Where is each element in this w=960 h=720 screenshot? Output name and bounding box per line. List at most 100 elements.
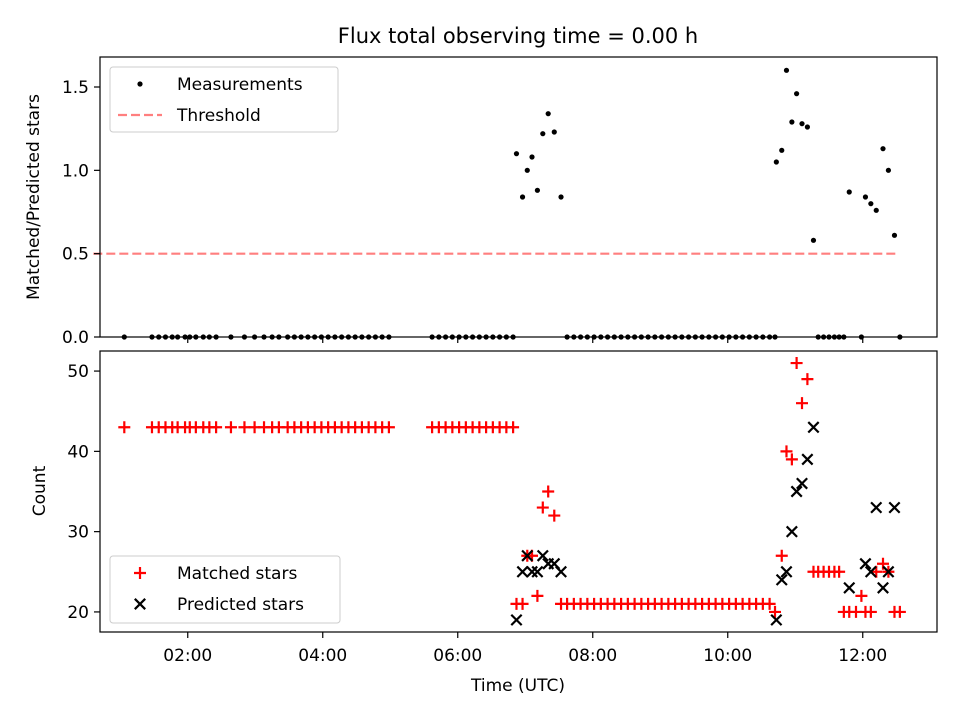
predicted-stars-point — [859, 557, 872, 570]
predicted-stars-point — [775, 573, 788, 586]
measurements-point — [513, 151, 520, 157]
predicted-stars-point — [785, 525, 798, 538]
bottom-marks — [118, 357, 906, 626]
measurements-point — [519, 194, 526, 200]
chart-title: Flux total observing time = 0.00 h — [338, 24, 698, 48]
matched-stars-point — [536, 501, 549, 514]
x-tick-label: 06:00 — [433, 646, 482, 666]
predicted-stars-point — [521, 549, 534, 562]
top-y-ticks: 0.0 0.5 1.0 1.5 — [62, 78, 100, 348]
top-y-axis-label: Matched/Predicted stars — [24, 94, 44, 300]
measurements-point — [783, 67, 790, 73]
predicted-stars-point — [870, 501, 883, 514]
predicted-stars-point — [790, 485, 803, 498]
matched-stars-point — [775, 549, 788, 562]
matched-stars-point — [224, 421, 237, 434]
measurements-point — [804, 124, 811, 130]
measurements-point — [873, 207, 879, 213]
legend-swatch — [134, 598, 146, 610]
matched-stars-point — [118, 421, 131, 434]
x-tick-label: 10:00 — [703, 646, 752, 666]
measurements-point — [551, 129, 557, 135]
matched-stars-point — [516, 597, 529, 610]
matched-stars-point — [864, 605, 877, 618]
legend-swatch — [137, 81, 143, 87]
x-tick-label: 12:00 — [838, 646, 887, 666]
x-axis-label: Time (UTC) — [470, 676, 565, 696]
measurements-point — [779, 147, 785, 153]
measurements-point — [891, 232, 898, 238]
legend-label: Measurements — [177, 75, 303, 95]
matched-stars-point — [893, 605, 906, 618]
top-panel: 0.0 0.5 1.0 1.5 Matched/Predicted stars Mea… — [24, 56, 938, 348]
bottom-y-axis-label: Count — [30, 465, 50, 516]
measurements-point — [529, 154, 535, 160]
matched-stars-point — [833, 565, 846, 578]
predicted-stars-point — [864, 565, 877, 578]
predicted-stars-point — [510, 613, 523, 626]
predicted-stars-point — [555, 565, 568, 578]
matched-stars-point — [855, 589, 868, 602]
matched-stars-point — [796, 397, 808, 410]
measurements-point — [862, 194, 869, 200]
predicted-stars-point — [801, 453, 814, 466]
predicted-stars-point — [796, 477, 808, 490]
matched-stars-point — [763, 597, 776, 610]
legend-label: Threshold — [176, 106, 261, 126]
y-tick-label: 1.0 — [62, 161, 89, 181]
predicted-stars-point — [531, 565, 544, 578]
matched-stars-point — [382, 421, 395, 434]
measurements-point — [846, 189, 852, 195]
measurements-point — [799, 121, 805, 127]
legend-box — [109, 66, 339, 133]
matched-stars-point — [531, 589, 544, 602]
y-tick-label: 0.0 — [62, 328, 89, 348]
predicted-stars-point — [536, 549, 549, 562]
matched-stars-point — [542, 485, 555, 498]
bottom-panel: 02:00 04:00 06:00 08:00 10:00 12:00 20304050 … — [30, 350, 938, 666]
x-tick-label: 04:00 — [298, 646, 347, 666]
measurements-point — [534, 187, 541, 193]
predicted-stars-point — [877, 581, 889, 594]
matched-stars-point — [210, 421, 223, 434]
matched-stars-point — [548, 509, 561, 522]
measurements-point — [880, 146, 886, 152]
predicted-stars-point — [882, 565, 895, 578]
y-tick-label: 40 — [67, 442, 89, 462]
top-plot-frame — [99, 56, 938, 338]
predicted-stars-point — [780, 565, 793, 578]
predicted-stars-point — [843, 581, 856, 594]
bottom-x-ticks: 02:00 04:00 06:00 08:00 10:00 12:00 — [163, 632, 887, 666]
matched-stars-point — [238, 421, 251, 434]
matched-stars-point — [785, 453, 798, 466]
predicted-stars-point — [770, 613, 783, 626]
bottom-plot-frame — [99, 350, 938, 633]
measurements-point — [789, 119, 795, 125]
legend-swatch — [134, 567, 146, 579]
y-tick-label: 1.5 — [62, 78, 89, 98]
measurements-point — [524, 167, 530, 173]
measurements-point — [885, 167, 892, 173]
matched-stars-point — [780, 445, 793, 458]
legend-label: Predicted stars — [177, 595, 304, 615]
matched-stars-point — [769, 605, 781, 618]
top-legend: Measurements Threshold — [109, 66, 339, 133]
legend-label: Matched stars — [177, 564, 297, 584]
y-tick-label: 0.5 — [62, 245, 89, 265]
predicted-stars-point — [888, 501, 901, 514]
matched-stars-point — [790, 357, 803, 370]
bottom-y-ticks: 20 30 40 50 — [67, 362, 100, 623]
measurements-point — [868, 201, 874, 207]
x-tick-label: 02:00 — [163, 646, 212, 666]
y-tick-label: 50 — [67, 362, 89, 382]
top-x-ticks — [187, 337, 864, 343]
measurements-point — [540, 131, 546, 137]
matched-stars-point — [801, 373, 814, 386]
y-tick-label: 30 — [67, 523, 89, 543]
y-tick-label: 20 — [67, 603, 89, 623]
legend-box — [109, 555, 341, 624]
bottom-legend: Matched stars Predicted stars — [109, 555, 341, 624]
measurements-point — [558, 194, 564, 200]
x-tick-label: 08:00 — [568, 646, 617, 666]
